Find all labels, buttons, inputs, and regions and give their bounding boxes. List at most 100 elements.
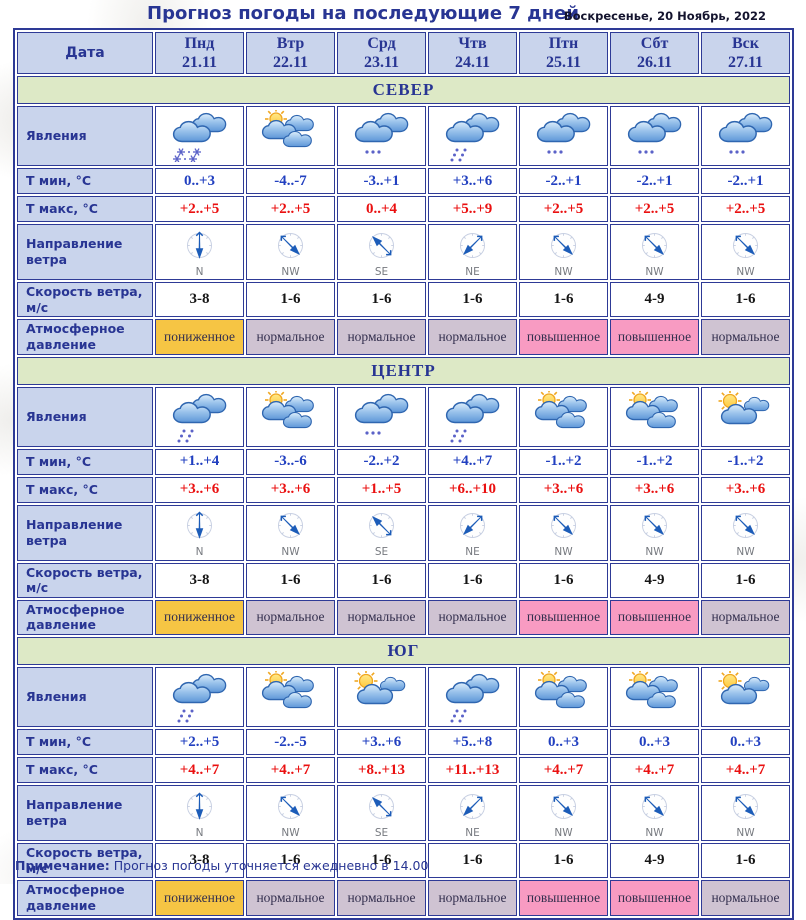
wind-direction-label: NW <box>736 826 755 839</box>
wind-direction-label: NW <box>736 265 755 278</box>
tmin-value: -3..+1 <box>337 168 426 194</box>
clouds-drizzle-icon <box>338 391 425 443</box>
snow-clouds-icon <box>156 110 243 162</box>
footnote-label: Примечание: <box>15 858 110 873</box>
clouds-drizzle-icon <box>702 110 789 162</box>
wind-speed-value: 1-6 <box>246 843 335 879</box>
wind-direction-cell: NW <box>610 224 699 280</box>
phenomena-cell <box>155 667 244 727</box>
wind-speed-value: 4-9 <box>610 843 699 879</box>
wind-direction-label: N <box>195 265 204 278</box>
tmin-value: -1..+2 <box>610 448 699 475</box>
wind-speed-value: 3-8 <box>155 843 244 879</box>
sun-clouds-icon <box>247 390 334 443</box>
sun-clouds-icon <box>611 390 698 443</box>
wind-direction-label: NW <box>736 546 755 559</box>
sun-clouds-icon <box>247 110 334 162</box>
row-label-wind-dir: Направление ветра <box>17 504 153 561</box>
day-date: 23.11 <box>363 54 400 71</box>
tmax-value: +4..+7 <box>610 757 699 783</box>
wind-speed-value: 1-6 <box>519 282 608 318</box>
tmax-value: +4..+7 <box>246 757 335 783</box>
phenomena-cell <box>337 106 426 166</box>
compass-nw-icon <box>545 507 582 548</box>
wind-direction-label: NE <box>465 826 480 839</box>
day-header: Сбт 26.11 <box>610 32 699 74</box>
compass-nw-icon <box>545 788 582 829</box>
tmax-value: +2..+5 <box>610 196 699 222</box>
tmin-value: +3..+6 <box>428 168 517 194</box>
tmax-value: +4..+7 <box>519 757 608 783</box>
tmin-value: 0..+3 <box>610 729 699 755</box>
day-name: Птн <box>548 34 579 52</box>
phenomena-cell <box>428 386 517 447</box>
clouds-drizzle-icon <box>520 110 607 162</box>
row-label-tmax: Т макс, °С <box>17 476 153 503</box>
row-label-wind-speed: Скорость ветра, м/с <box>17 282 153 318</box>
tmax-value: +3..+6 <box>701 476 790 503</box>
footnote: Примечание: Прогноз погоды уточняется еж… <box>15 858 428 873</box>
phenomena-cell <box>610 106 699 166</box>
pressure-value: нормальное <box>337 319 426 355</box>
pressure-value: нормальное <box>246 599 335 635</box>
row-label-phenomena: Явления <box>17 667 153 727</box>
wind-direction-cell: N <box>155 504 244 561</box>
day-name: Втр <box>276 34 305 52</box>
pressure-value: нормальное <box>701 880 790 916</box>
section-row: ЮГ <box>17 637 790 665</box>
page-date: Воскресенье, 20 Ноябрь, 2022 <box>563 9 766 23</box>
wind-direction-cell: NW <box>519 224 608 280</box>
tmin-value: -2..-5 <box>246 729 335 755</box>
row-label-tmax: Т макс, °С <box>17 757 153 783</box>
clouds-drizzle-icon <box>611 110 698 162</box>
row-label-phenomena: Явления <box>17 106 153 166</box>
pressure-value: повышенное <box>610 599 699 635</box>
pressure-value: нормальное <box>428 319 517 355</box>
sun-cloud-icon <box>702 390 789 443</box>
tmax-value: +4..+7 <box>701 757 790 783</box>
wind-direction-cell: NE <box>428 504 517 561</box>
phenomena-cell <box>610 667 699 727</box>
compass-ne-icon <box>454 788 491 829</box>
wind-direction-cell: NW <box>519 785 608 841</box>
tmin-value: 0..+3 <box>519 729 608 755</box>
wind-direction-row: Направление ветра N NW SE NE NW NW NW <box>17 224 790 280</box>
day-name: Чтв <box>458 34 487 52</box>
tmax-value: +4..+7 <box>155 757 244 783</box>
section-row: СЕВЕР <box>17 76 790 104</box>
sun-cloud-icon <box>702 671 789 723</box>
day-date: 27.11 <box>727 54 764 71</box>
wind-speed-row: Скорость ветра, м/с 3-8 1-6 1-6 1-6 1-6 4-9 1-6 <box>17 282 790 318</box>
phenomena-cell <box>701 386 790 447</box>
pressure-value: нормальное <box>701 599 790 635</box>
tmax-value: +2..+5 <box>701 196 790 222</box>
compass-nw-icon <box>727 788 764 829</box>
wind-speed-row: Скорость ветра, м/с 3-8 1-6 1-6 1-6 1-6 4-9 1-6 <box>17 562 790 598</box>
phenomena-cell <box>246 106 335 166</box>
day-date: 25.11 <box>545 54 582 71</box>
pressure-value: пониженное <box>155 599 244 635</box>
tmin-value: -3..-6 <box>246 448 335 475</box>
tmin-value: +4..+7 <box>428 448 517 475</box>
phenomena-cell <box>428 106 517 166</box>
pressure-value: нормальное <box>337 599 426 635</box>
tmax-value: +8..+13 <box>337 757 426 783</box>
day-name: Срд <box>367 34 396 52</box>
wind-speed-value: 4-9 <box>610 282 699 318</box>
tmin-value: -1..+2 <box>701 448 790 475</box>
pressure-value: повышенное <box>519 319 608 355</box>
tmax-value: +5..+9 <box>428 196 517 222</box>
day-header: Вск 27.11 <box>701 32 790 74</box>
tmin-value: +5..+8 <box>428 729 517 755</box>
phenomena-cell <box>519 386 608 447</box>
tmax-value: +1..+5 <box>337 476 426 503</box>
wind-speed-value: 1-6 <box>428 282 517 318</box>
wind-speed-value: 3-8 <box>155 562 244 598</box>
tmin-value: 0..+3 <box>155 168 244 194</box>
wind-direction-label: NW <box>554 265 573 278</box>
day-name: Вск <box>732 34 759 52</box>
phenomena-cell <box>610 386 699 447</box>
wind-direction-row: Направление ветра N NW SE NE NW NW NW <box>17 504 790 561</box>
phenomena-cell <box>428 667 517 727</box>
wind-speed-value: 1-6 <box>337 282 426 318</box>
